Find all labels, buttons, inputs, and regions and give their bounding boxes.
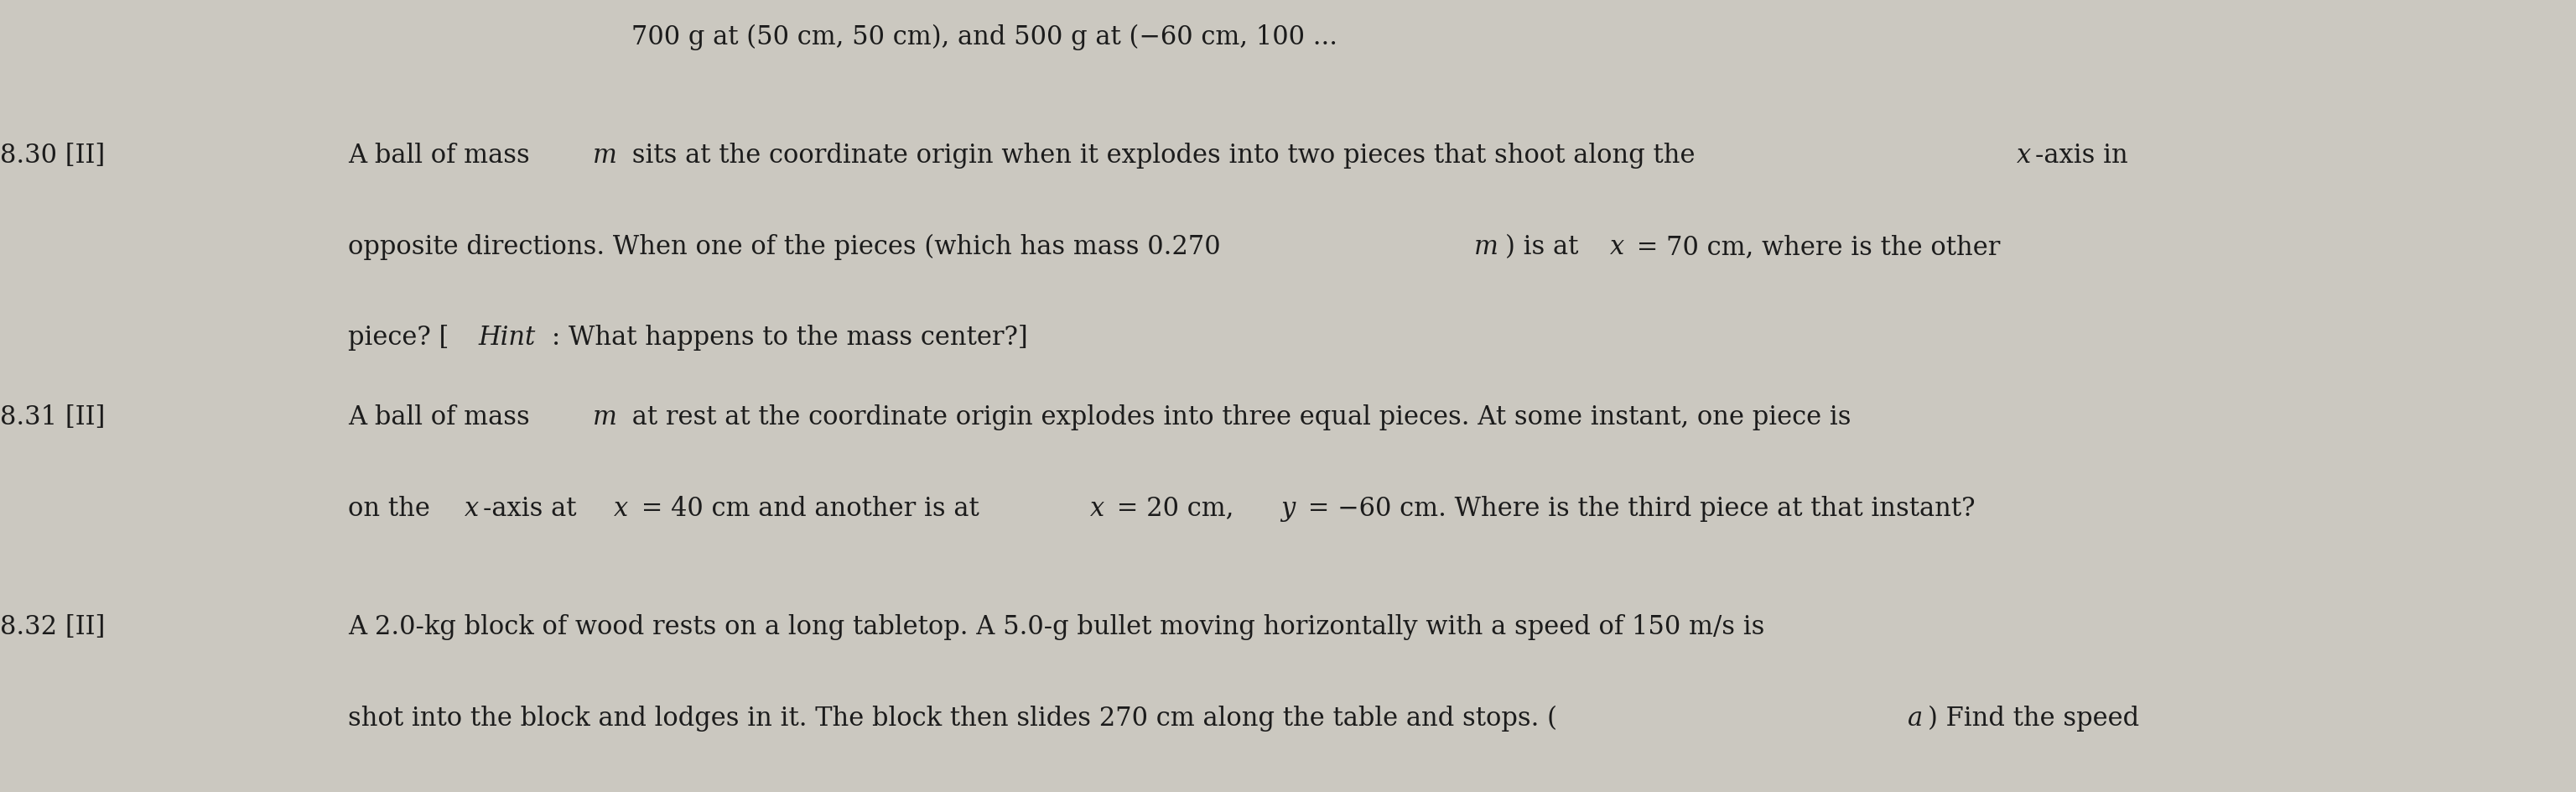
Text: x: x xyxy=(1610,234,1625,260)
Text: piece? [: piece? [ xyxy=(348,325,448,351)
Text: a: a xyxy=(1909,705,1924,731)
Text: -axis in: -axis in xyxy=(2035,143,2128,169)
Text: = 40 cm and another is at: = 40 cm and another is at xyxy=(634,495,987,521)
Text: = −60 cm. Where is the third piece at that instant?: = −60 cm. Where is the third piece at th… xyxy=(1298,495,1976,521)
Text: A ball of mass: A ball of mass xyxy=(348,404,538,430)
Text: : What happens to the mass center?]: : What happens to the mass center?] xyxy=(551,325,1028,351)
Text: ) is at: ) is at xyxy=(1504,234,1587,260)
Text: 8.31 [II]: 8.31 [II] xyxy=(0,404,106,430)
Text: = 70 cm, where is the other: = 70 cm, where is the other xyxy=(1628,234,2002,260)
Text: 700 g at (50 cm, 50 cm), and 500 g at (−60 cm, 100 ...: 700 g at (50 cm, 50 cm), and 500 g at (−… xyxy=(631,24,1337,50)
Text: m: m xyxy=(592,143,618,169)
Text: A 2.0-kg block of wood rests on a long tabletop. A 5.0-g bullet moving horizonta: A 2.0-kg block of wood rests on a long t… xyxy=(348,614,1765,640)
Text: x: x xyxy=(2017,143,2032,169)
Text: y: y xyxy=(1280,495,1296,521)
Text: shot into the block and lodges in it. The block then slides 270 cm along the tab: shot into the block and lodges in it. Th… xyxy=(348,705,1556,731)
Text: opposite directions. When one of the pieces (which has mass 0.270: opposite directions. When one of the pie… xyxy=(348,234,1221,260)
Text: 8.32 [II]: 8.32 [II] xyxy=(0,614,106,640)
Text: sits at the coordinate origin when it explodes into two pieces that shoot along : sits at the coordinate origin when it ex… xyxy=(623,143,1703,169)
Text: A ball of mass: A ball of mass xyxy=(348,143,538,169)
Text: 8.30 [II]: 8.30 [II] xyxy=(0,143,106,169)
Text: = 20 cm,: = 20 cm, xyxy=(1108,495,1242,521)
Text: Hint: Hint xyxy=(479,325,536,351)
Text: ) Find the speed: ) Find the speed xyxy=(1927,705,2138,731)
Text: at rest at the coordinate origin explodes into three equal pieces. At some insta: at rest at the coordinate origin explode… xyxy=(623,404,1852,430)
Text: x: x xyxy=(464,495,479,521)
Text: m: m xyxy=(592,404,618,430)
Text: on the: on the xyxy=(348,495,438,521)
Text: x: x xyxy=(1090,495,1105,521)
Text: m: m xyxy=(1473,234,1497,260)
Text: x: x xyxy=(613,495,629,521)
Text: -axis at: -axis at xyxy=(482,495,585,521)
